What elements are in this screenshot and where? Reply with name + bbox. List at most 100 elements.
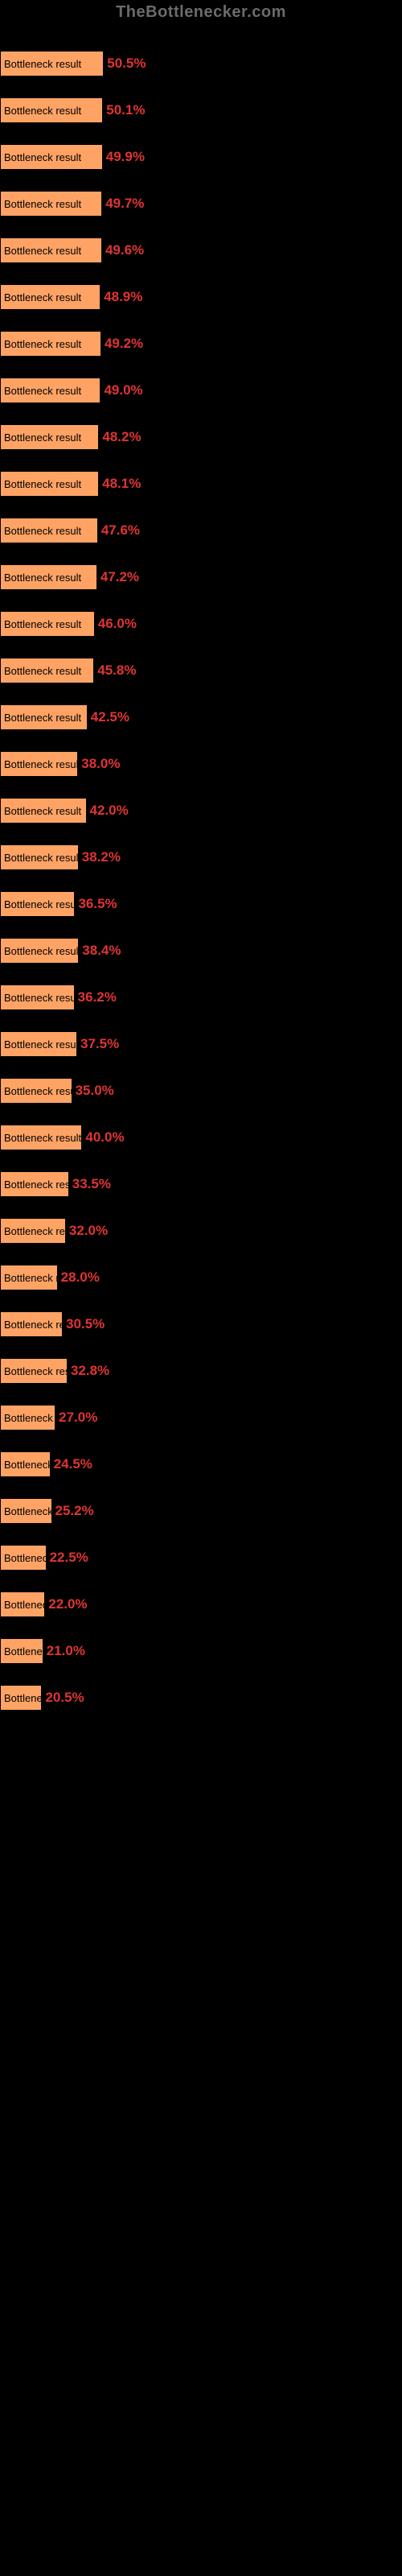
bar-track: Bottleneck result28.0%	[0, 1265, 402, 1290]
chart-row: NVIDIA Quadro RTX 8000Bottleneck result3…	[0, 964, 402, 1010]
row-series-label: NVIDIA GeForce RTX 3060 Ti	[0, 1622, 402, 1638]
page-root: TheBottlenecker.com NVIDIA GeForce RTX 4…	[0, 0, 402, 1727]
bar-track: Bottleneck result40.0%	[0, 1125, 402, 1150]
chart-row: NVIDIA GeForce RTX 3090Bottleneck result…	[0, 497, 402, 543]
row-series-label: AMD Radeon RX 7900 XTX	[0, 268, 402, 284]
row-series-label: NVIDIA GeForce RTX 4090	[0, 221, 402, 237]
bar-track: Bottleneck result38.4%	[0, 938, 402, 964]
chart-row: NVIDIA GeForce RTX 2080Bottleneck result…	[0, 1290, 402, 1337]
bar-track: Bottleneck result32.8%	[0, 1358, 402, 1384]
bar-inner-label: Bottleneck result	[1, 478, 81, 490]
bar-value-label: 37.5%	[77, 1031, 119, 1057]
bar-track: Bottleneck result42.5%	[0, 704, 402, 730]
bar-value-label: 48.9%	[100, 284, 142, 310]
bar-fill: Bottleneck result	[0, 1405, 55, 1430]
bar-track: Bottleneck result33.5%	[0, 1171, 402, 1197]
chart-row: NVIDIA RTX A5500Bottleneck result42.5%	[0, 683, 402, 730]
bar-track: Bottleneck result49.9%	[0, 144, 402, 170]
row-series-label: NVIDIA GeForce RTX 4080 SUPER	[0, 175, 402, 191]
bar-fill: Bottleneck result	[0, 1638, 43, 1664]
bar-value-label: 38.4%	[79, 938, 121, 964]
row-series-label: NVIDIA GeForce RTX 3090 Ti	[0, 361, 402, 378]
bar-value-label: 32.0%	[66, 1218, 108, 1244]
chart-row: NVIDIA GeForce RTX 4080 SUPERBottleneck …	[0, 170, 402, 217]
row-series-label: NVIDIA Quadro RTX 8000	[0, 968, 402, 985]
bar-fill: Bottleneck result	[0, 1125, 82, 1150]
bar-track: Bottleneck result24.5%	[0, 1451, 402, 1477]
bar-fill: Bottleneck result	[0, 378, 100, 403]
chart-row: NVIDIA GeForce RTX 3060 TiBottleneck res…	[0, 1617, 402, 1664]
chart-row: NVIDIA RTX A6000Bottleneck result46.0%	[0, 590, 402, 637]
bar-value-label: 49.2%	[101, 331, 143, 357]
bar-value-label: 42.0%	[87, 798, 129, 824]
bar-value-label: 38.2%	[79, 844, 121, 870]
bar-track: Bottleneck result21.0%	[0, 1638, 402, 1664]
chart-row: NVIDIA TITAN XpBottleneck result32.8%	[0, 1337, 402, 1384]
bar-track: Bottleneck result49.0%	[0, 378, 402, 403]
bar-value-label: 49.7%	[102, 191, 144, 217]
bar-track: Bottleneck result38.0%	[0, 751, 402, 777]
bar-fill: Bottleneck result	[0, 1545, 47, 1571]
chart-row: NVIDIA RTX 6000 Ada GenerationBottleneck…	[0, 310, 402, 357]
bar-value-label: 21.0%	[43, 1638, 85, 1664]
row-series-label: NVIDIA RTX A5000	[0, 782, 402, 798]
chart-row: NVIDIA GeForce RTX 3070 TiBottleneck res…	[0, 1104, 402, 1150]
chart-row: NVIDIA RTX A4000Bottleneck result32.0%	[0, 1197, 402, 1244]
bar-value-label: 49.0%	[100, 378, 142, 403]
chart-row: NVIDIA GeForce RTX 2070 SUPERBottleneck …	[0, 1524, 402, 1571]
bar-track: Bottleneck result47.2%	[0, 564, 402, 590]
row-series-label: NVIDIA GeForce RTX 3070 Ti	[0, 1108, 402, 1125]
bar-track: Bottleneck result36.5%	[0, 891, 402, 917]
chart-row: NVIDIA GeForce RTX 4070 Ti SUPERBottlene…	[0, 30, 402, 76]
bar-fill: Bottleneck result	[0, 1685, 42, 1711]
chart-row: NVIDIA GeForce RTX 4080Bottleneck result…	[0, 123, 402, 170]
row-series-label: NVIDIA TITAN V	[0, 735, 402, 751]
chart-row: AMD Radeon RX 7900 XTXBottleneck result4…	[0, 263, 402, 310]
bar-value-label: 46.0%	[95, 611, 137, 637]
bar-value-label: 36.2%	[75, 985, 117, 1010]
bar-fill: Bottleneck result	[0, 751, 78, 777]
chart-row: AMD Radeon RX 7900 XTBottleneck result48…	[0, 403, 402, 450]
row-series-label: NVIDIA Quadro P6000	[0, 1669, 402, 1685]
chart-row: NVIDIA GeForce RTX 4090Bottleneck result…	[0, 217, 402, 263]
row-series-label: NVIDIA TITAN Xp COLLECTORS EDITION	[0, 1249, 402, 1265]
bar-track: Bottleneck result47.6%	[0, 518, 402, 543]
row-series-label: NVIDIA Quadro RTX 6000	[0, 1062, 402, 1078]
bar-value-label: 32.8%	[68, 1358, 109, 1384]
chart-row: NVIDIA GeForce RTX 3070Bottleneck result…	[0, 1384, 402, 1430]
bar-inner-label: Bottleneck result	[1, 898, 81, 910]
bar-fill: Bottleneck result	[0, 704, 88, 730]
bar-fill: Bottleneck result	[0, 1358, 68, 1384]
bar-fill: Bottleneck result	[0, 564, 97, 590]
bar-track: Bottleneck result30.5%	[0, 1311, 402, 1337]
bar-value-label: 48.2%	[99, 424, 141, 450]
chart-row: NVIDIA GeForce GTX 1080 TiBottleneck res…	[0, 1430, 402, 1477]
bar-track: Bottleneck result49.7%	[0, 191, 402, 217]
bar-fill: Bottleneck result	[0, 798, 87, 824]
row-series-label: NVIDIA RTX A5500	[0, 688, 402, 704]
chart-row: NVIDIA TITAN Xp COLLECTORS EDITIONBottle…	[0, 1244, 402, 1290]
chart-rows-container: NVIDIA GeForce RTX 4070 Ti SUPERBottlene…	[0, 30, 402, 1711]
chart-row: NVIDIA Quadro P6000Bottleneck result20.5…	[0, 1664, 402, 1711]
row-series-label: NVIDIA GeForce RTX 4070 Ti	[0, 81, 402, 97]
bar-value-label: 35.0%	[72, 1078, 114, 1104]
bar-inner-label: Bottleneck result	[1, 105, 81, 117]
bar-track: Bottleneck result35.0%	[0, 1078, 402, 1104]
bar-value-label: 22.0%	[45, 1591, 87, 1617]
row-series-label: NVIDIA GeForce RTX 2080 SUPER	[0, 1155, 402, 1171]
bar-track: Bottleneck result49.6%	[0, 237, 402, 263]
bar-fill: Bottleneck result	[0, 1031, 77, 1057]
bar-fill: Bottleneck result	[0, 51, 104, 76]
bar-track: Bottleneck result42.0%	[0, 798, 402, 824]
row-series-label: NVIDIA GeForce RTX 4070 Ti SUPER	[0, 35, 402, 51]
bar-inner-label: Bottleneck result	[1, 525, 81, 537]
row-series-label: NVIDIA GeForce RTX 2080	[0, 1295, 402, 1311]
bar-fill: Bottleneck result	[0, 938, 79, 964]
row-series-label: NVIDIA RTX A4000	[0, 1202, 402, 1218]
row-series-label: AMD Radeon RX 7900 XT	[0, 408, 402, 424]
chart-row: NVIDIA GeForce RTX 4070 SUPERBottleneck …	[0, 450, 402, 497]
bar-value-label: 45.8%	[94, 658, 136, 683]
row-series-label: NVIDIA GeForce RTX 3080 Ti	[0, 548, 402, 564]
bar-fill: Bottleneck result	[0, 471, 99, 497]
bar-fill: Bottleneck result	[0, 191, 102, 217]
